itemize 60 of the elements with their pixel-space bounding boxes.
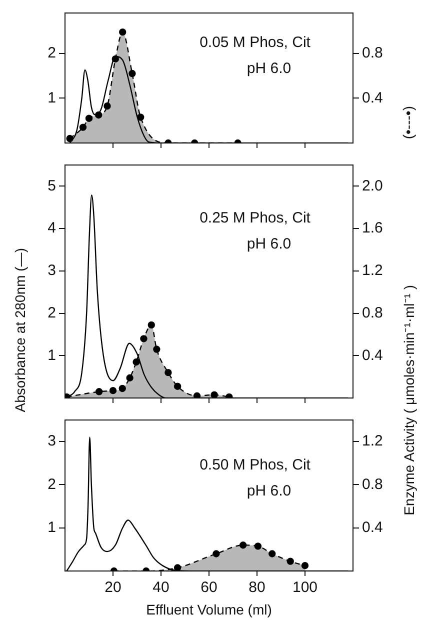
y-axis-title: Absorbance at 280nm (—) — [12, 248, 28, 412]
point — [128, 70, 136, 78]
y2-tick-label: 2.0 — [362, 177, 383, 194]
point — [174, 564, 182, 571]
x-tick-label: 60 — [200, 579, 218, 596]
y-tick-label: 4 — [48, 220, 56, 237]
annotation: 0.05 M Phos, Cit — [200, 34, 312, 52]
annotation: pH 6.0 — [246, 482, 292, 500]
point — [109, 386, 117, 394]
y-tick-label: 2 — [48, 44, 56, 62]
point — [119, 28, 126, 36]
y2-tick-label: 1.6 — [362, 220, 383, 237]
point — [193, 392, 201, 398]
annotation: 0.25 M Phos, Cit — [200, 210, 312, 227]
point — [212, 550, 220, 558]
y-tick-label: 1 — [48, 89, 56, 106]
y2-tick-label: 0.8 — [362, 304, 383, 322]
y2-axis-title: (•---•) — [400, 106, 416, 139]
point — [137, 114, 144, 121]
y-tick-label: 5 — [48, 177, 56, 194]
y-tick-label: 2 — [48, 304, 56, 322]
x-tick-label: 100 — [292, 579, 318, 596]
point — [268, 550, 276, 558]
point — [164, 368, 172, 376]
point — [132, 358, 140, 366]
y-tick-label: 3 — [48, 262, 56, 280]
point — [153, 346, 160, 353]
point — [118, 384, 126, 392]
annotation: pH 6.0 — [246, 236, 292, 253]
y2-tick-label: 0.8 — [362, 476, 383, 493]
y2-tick-label: 1.2 — [362, 432, 383, 450]
point — [95, 388, 103, 396]
point — [210, 391, 218, 398]
x-tick-label: 20 — [104, 579, 122, 596]
point — [286, 558, 294, 565]
y-tick-label: 1 — [48, 519, 56, 536]
point — [85, 114, 93, 122]
x-tick-label: 40 — [152, 579, 170, 596]
y2-tick-label: 0.4 — [362, 346, 383, 364]
annotation: pH 6.0 — [246, 60, 292, 78]
point — [148, 321, 155, 329]
y2-tick-label: 0.4 — [362, 519, 383, 536]
annotation: 0.50 M Phos, Cit — [200, 456, 312, 474]
y-tick-label: 1 — [48, 346, 56, 364]
y2-tick-label: 1.2 — [362, 262, 383, 280]
point — [239, 542, 247, 549]
point — [104, 102, 111, 110]
x-axis-title: Effluent Volume (ml) — [146, 601, 272, 618]
point — [174, 382, 182, 390]
point — [79, 124, 87, 131]
y2-tick-label: 0.4 — [362, 89, 383, 106]
point — [140, 335, 148, 342]
y2-tick-label: 0.8 — [362, 44, 383, 62]
x-tick-label: 80 — [248, 579, 266, 596]
y-tick-label: 2 — [48, 476, 56, 493]
point — [254, 542, 262, 550]
point — [126, 374, 134, 382]
y2-axis-title: Enzyme Activity ( μmoles·min⁻¹·ml⁻¹ ) — [400, 285, 418, 516]
y-tick-label: 3 — [48, 432, 56, 450]
point — [301, 562, 309, 570]
